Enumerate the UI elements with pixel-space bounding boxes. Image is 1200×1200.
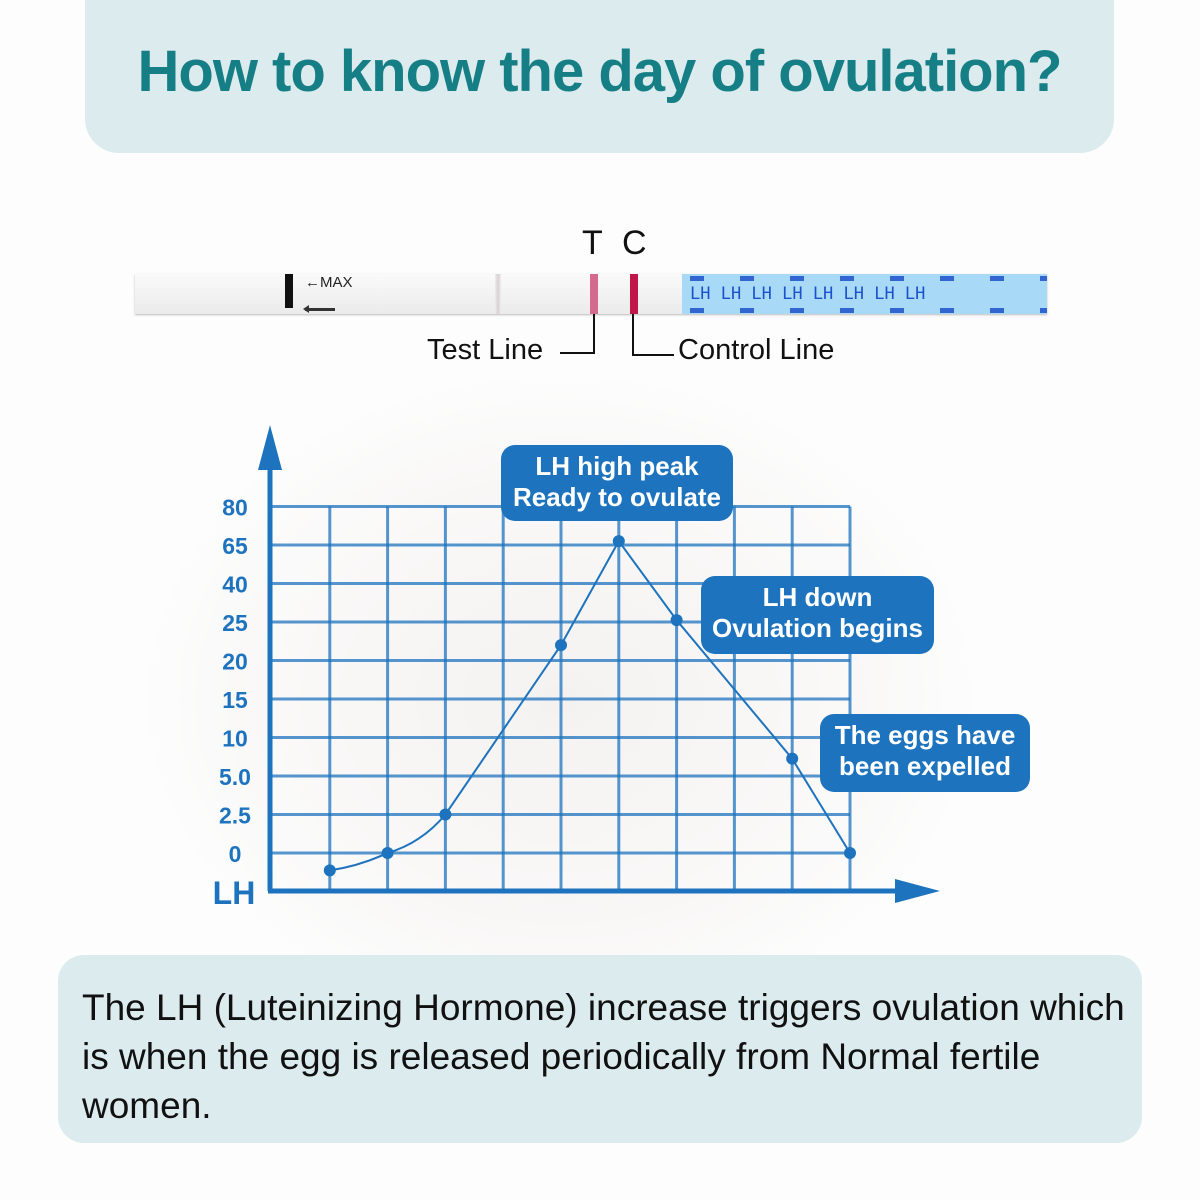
annotation-expelled: The eggs have been expelled bbox=[820, 714, 1030, 792]
brand-print-pattern bbox=[690, 308, 1047, 313]
annotation-text: LH high peak bbox=[535, 451, 699, 481]
test-strip: ←MAX LH LH LH LH LH LH LH LH bbox=[135, 274, 1047, 314]
test-line-label: Test Line bbox=[427, 334, 544, 366]
header-banner: How to know the day of ovulation? bbox=[85, 0, 1114, 153]
control-line-connector bbox=[632, 314, 674, 356]
max-arrow-icon bbox=[303, 305, 335, 313]
test-line bbox=[590, 274, 598, 314]
annotation-peak: LH high peak Ready to ovulate bbox=[501, 445, 733, 521]
series-line bbox=[329, 539, 851, 872]
strip-pad-edge bbox=[495, 274, 501, 314]
y-tick-label: 0 bbox=[229, 841, 242, 867]
y-tick-label: 40 bbox=[222, 572, 248, 598]
annotation-text: Ready to ovulate bbox=[512, 482, 722, 512]
data-point bbox=[323, 864, 336, 877]
max-mark bbox=[285, 274, 293, 308]
y-tick-label: 65 bbox=[222, 533, 248, 559]
y-tick-label: 10 bbox=[222, 726, 248, 752]
test-line-connector bbox=[560, 352, 595, 354]
data-point bbox=[844, 847, 856, 859]
data-point bbox=[670, 614, 683, 627]
c-label: C bbox=[622, 224, 647, 262]
control-line bbox=[630, 274, 638, 314]
brand-print-pattern bbox=[690, 276, 1047, 281]
y-tick-label: 80 bbox=[222, 495, 248, 521]
data-point bbox=[786, 752, 799, 765]
y-axis-arrow bbox=[258, 425, 282, 470]
y-tick-label: 15 bbox=[222, 687, 248, 713]
y-tick-label: 5.0 bbox=[219, 764, 251, 790]
x-axis-arrow bbox=[895, 879, 940, 903]
annotation-lh-down: LH down Ovulation begins bbox=[701, 576, 934, 654]
annotation-text: The eggs have bbox=[834, 720, 1016, 750]
data-point bbox=[381, 847, 394, 859]
data-point bbox=[612, 535, 625, 548]
t-label: T bbox=[582, 224, 603, 262]
max-label: ←MAX bbox=[305, 274, 353, 291]
info-box: The LH (Luteinizing Hormone) increase tr… bbox=[58, 955, 1142, 1143]
y-tick-label: 20 bbox=[222, 649, 248, 675]
annotation-text: been expelled bbox=[839, 751, 1011, 781]
annotation-text: Ovulation begins bbox=[712, 613, 923, 643]
control-line-label: Control Line bbox=[678, 334, 835, 366]
y-tick-label: 2.5 bbox=[219, 803, 251, 829]
y-tick-label: 25 bbox=[222, 610, 248, 636]
test-line-connector bbox=[593, 314, 595, 354]
y-axis-label: LH bbox=[213, 875, 256, 911]
strip-brand-print: LH LH LH LH LH LH LH LH bbox=[682, 274, 1047, 314]
brand-print-row: LH LH LH LH LH LH LH LH bbox=[690, 284, 926, 304]
page-title: How to know the day of ovulation? bbox=[137, 39, 1063, 104]
data-point bbox=[555, 639, 567, 652]
info-text: The LH (Luteinizing Hormone) increase tr… bbox=[82, 987, 1125, 1126]
data-point bbox=[439, 808, 452, 821]
annotation-text: LH down bbox=[762, 582, 873, 612]
